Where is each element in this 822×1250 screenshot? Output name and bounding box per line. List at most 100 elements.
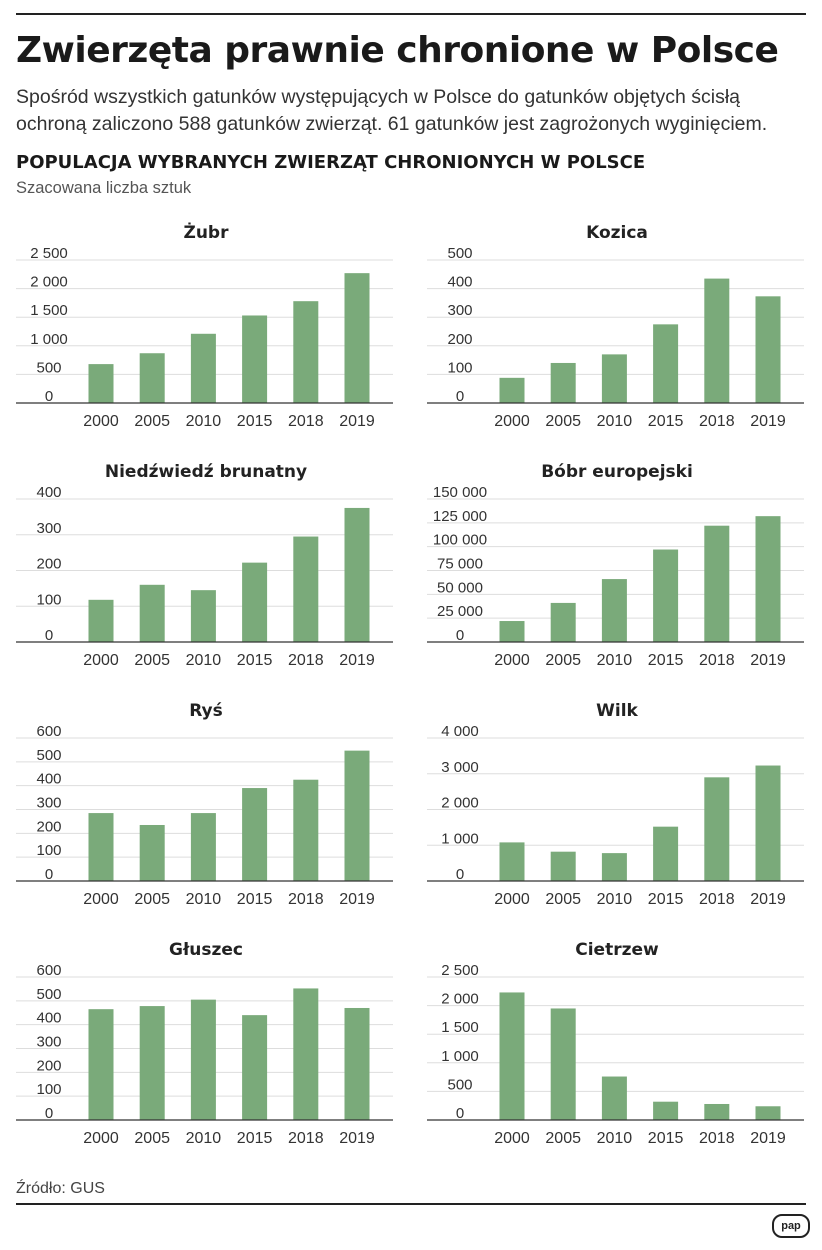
chart-7-ytick-label: 600 — [36, 962, 61, 979]
chart-2-ytick-label: 400 — [447, 274, 472, 291]
chart-5-xtick-label: 2018 — [288, 891, 324, 908]
chart-5-bar — [293, 779, 319, 881]
chart-6-bar — [499, 842, 525, 881]
pap-logo: pap — [772, 1214, 810, 1238]
chart-5-ytick-label: 100 — [36, 842, 61, 859]
chart-2-xtick-label: 2000 — [494, 413, 530, 430]
chart-4-xtick-label: 2018 — [699, 652, 735, 669]
chart-6-ytick-label: 2 000 — [441, 795, 479, 812]
chart-8-ytick-label: 2 500 — [441, 962, 479, 979]
chart-8-ytick-label: 1 000 — [441, 1048, 479, 1065]
chart-8-ytick-label: 2 000 — [441, 991, 479, 1008]
chart-4-ytick-label: 150 000 — [433, 484, 487, 501]
chart-6-title: Wilk — [596, 701, 638, 721]
chart-1-ytick-label: 1 500 — [30, 302, 68, 319]
chart-6-xtick-label: 2015 — [648, 891, 684, 908]
chart-5-bar — [344, 750, 370, 881]
chart-1-ytick-label: 1 000 — [30, 331, 68, 348]
chart-7-bar — [293, 988, 319, 1120]
chart-1-xtick-label: 2010 — [186, 413, 222, 430]
chart-6-xtick-label: 2005 — [545, 891, 581, 908]
chart-6-ytick-label: 0 — [456, 866, 464, 883]
chart-3-xtick-label: 2019 — [339, 652, 375, 669]
chart-6-bar — [601, 853, 627, 881]
chart-1-ytick-label: 500 — [36, 359, 61, 376]
chart-2-bar — [550, 362, 576, 403]
chart-6-bar — [704, 777, 730, 881]
chart-8-bar — [704, 1103, 730, 1120]
chart-8-ytick-label: 0 — [456, 1105, 464, 1122]
page-title: Zwierzęta prawnie chronione w Polsce — [16, 30, 779, 71]
chart-6-bar — [755, 765, 781, 881]
source-label: Źródło: GUS — [16, 1180, 105, 1197]
chart-4-ytick-label: 125 000 — [433, 508, 487, 525]
chart-3-ytick-label: 200 — [36, 556, 61, 573]
chart-8-xtick-label: 2019 — [750, 1130, 786, 1147]
lead-paragraph: Spośród wszystkich gatunków występującyc… — [16, 86, 768, 135]
chart-8-bar — [550, 1008, 576, 1120]
chart-3-xtick-label: 2015 — [237, 652, 273, 669]
chart-3-ytick-label: 400 — [36, 484, 61, 501]
chart-1-bar — [139, 353, 165, 403]
chart-7-bar — [88, 1009, 114, 1120]
chart-7-ytick-label: 200 — [36, 1057, 61, 1074]
chart-3-xtick-label: 2010 — [186, 652, 222, 669]
chart-4-title: Bóbr europejski — [541, 462, 693, 482]
chart-2-xtick-label: 2015 — [648, 413, 684, 430]
chart-1-title: Żubr — [184, 221, 230, 243]
chart-3-bar — [344, 507, 370, 642]
chart-6-bar — [653, 826, 679, 881]
chart-4-xtick-label: 2019 — [750, 652, 786, 669]
chart-5-bar — [88, 813, 114, 881]
chart-3-title: Niedźwiedź brunatny — [105, 462, 307, 482]
chart-4-bar — [653, 549, 679, 642]
chart-5-ytick-label: 200 — [36, 818, 61, 835]
chart-3-bar — [88, 599, 114, 642]
chart-8-ytick-label: 1 500 — [441, 1019, 479, 1036]
chart-3-bar — [139, 584, 165, 642]
chart-6-xtick-label: 2010 — [597, 891, 633, 908]
chart-2-xtick-label: 2010 — [597, 413, 633, 430]
chart-2-bar — [499, 377, 525, 403]
chart-4-xtick-label: 2010 — [597, 652, 633, 669]
chart-7-ytick-label: 100 — [36, 1081, 61, 1098]
chart-5-xtick-label: 2010 — [186, 891, 222, 908]
chart-5-bar — [190, 813, 216, 881]
chart-5-bar — [139, 824, 165, 881]
chart-2-xtick-label: 2005 — [545, 413, 581, 430]
chart-8-bar — [755, 1106, 781, 1120]
chart-7-bar — [344, 1007, 370, 1120]
chart-8-xtick-label: 2010 — [597, 1130, 633, 1147]
chart-1-xtick-label: 2018 — [288, 413, 324, 430]
chart-3-xtick-label: 2000 — [83, 652, 119, 669]
chart-5-xtick-label: 2019 — [339, 891, 375, 908]
chart-4-bar — [755, 516, 781, 642]
chart-8-bar — [653, 1101, 679, 1120]
chart-7-bar — [139, 1006, 165, 1120]
chart-2-xtick-label: 2019 — [750, 413, 786, 430]
top-rule — [16, 13, 806, 15]
chart-7-xtick-label: 2000 — [83, 1130, 119, 1147]
chart-7-title: Głuszec — [169, 940, 243, 960]
chart-5-xtick-label: 2000 — [83, 891, 119, 908]
chart-4-ytick-label: 0 — [456, 627, 464, 644]
chart-8-xtick-label: 2005 — [545, 1130, 581, 1147]
chart-7-xtick-label: 2010 — [186, 1130, 222, 1147]
bottom-rule — [16, 1203, 806, 1205]
chart-1-bar — [242, 315, 268, 403]
chart-1-xtick-label: 2000 — [83, 413, 119, 430]
chart-7-ytick-label: 400 — [36, 1010, 61, 1027]
chart-4-bar — [499, 621, 525, 642]
chart-3-bar — [190, 590, 216, 642]
chart-2-bar — [601, 354, 627, 403]
chart-5-ytick-label: 0 — [45, 866, 53, 883]
chart-7-xtick-label: 2005 — [134, 1130, 170, 1147]
chart-5-ytick-label: 600 — [36, 723, 61, 740]
chart-1-ytick-label: 2 000 — [30, 274, 68, 291]
chart-2-ytick-label: 100 — [447, 359, 472, 376]
section-subtitle: POPULACJA WYBRANYCH ZWIERZĄT CHRONIONYCH… — [16, 152, 646, 173]
chart-4-xtick-label: 2015 — [648, 652, 684, 669]
chart-1-xtick-label: 2005 — [134, 413, 170, 430]
chart-1-ytick-label: 2 500 — [30, 245, 68, 262]
chart-5-bar — [242, 788, 268, 881]
